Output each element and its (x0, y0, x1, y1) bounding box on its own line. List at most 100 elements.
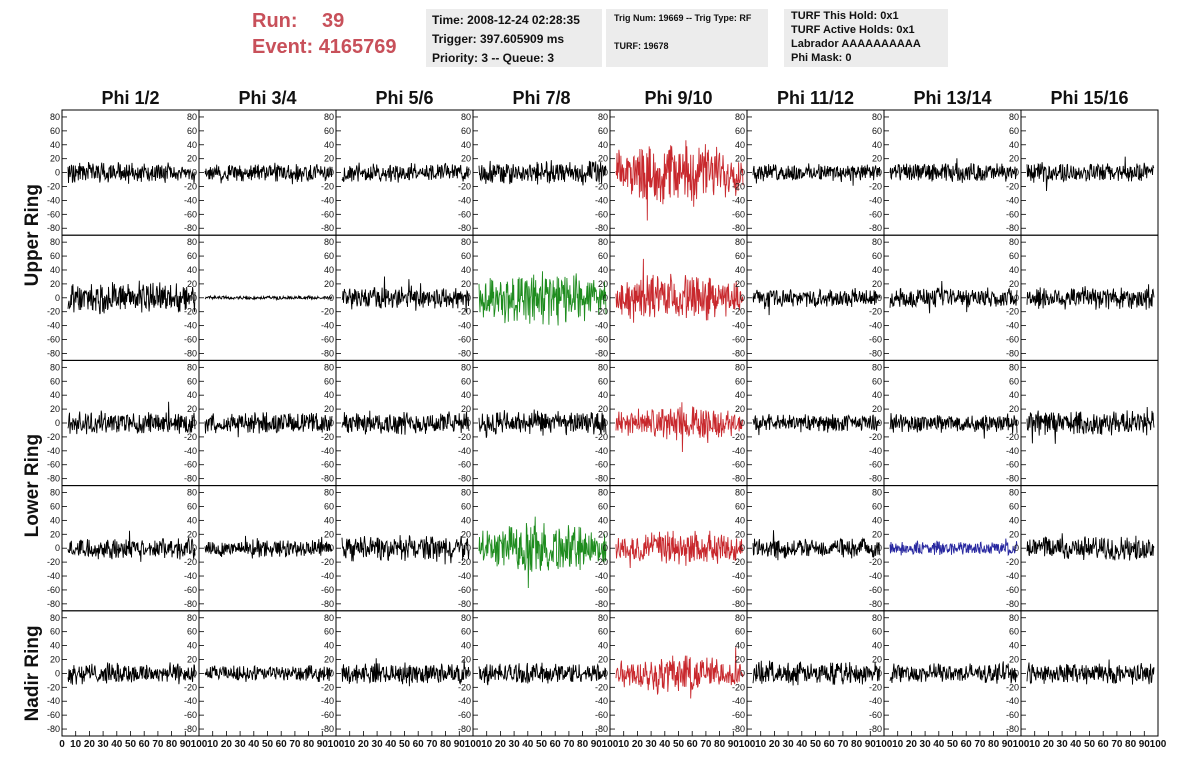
y-tick-label: -20 (869, 307, 882, 317)
y-tick-label: -40 (1006, 696, 1019, 706)
x-tick-label: 50 (536, 739, 548, 750)
waveform-trace (204, 412, 333, 438)
y-tick-label: 60 (324, 627, 334, 637)
y-tick-label: -20 (1006, 432, 1019, 442)
y-tick-label: 40 (735, 390, 745, 400)
y-tick-label: -60 (595, 460, 608, 470)
y-tick-label: -60 (321, 710, 334, 720)
y-tick-label: 20 (1009, 654, 1019, 664)
run-event-box: Run: 39 Event: 4165769 (252, 8, 397, 60)
y-tick-label: -40 (184, 321, 197, 331)
y-tick-label: 0 (55, 668, 60, 678)
y-tick-label: 80 (461, 237, 471, 247)
y-tick-label: -80 (732, 474, 745, 484)
turf-info-box: TURF This Hold: 0x1 TURF Active Holds: 0… (784, 9, 948, 67)
y-tick-label: 40 (324, 515, 334, 525)
x-tick-label: 70 (837, 739, 849, 750)
y-tick-label: 80 (50, 112, 60, 122)
y-tick-label: -60 (47, 335, 60, 345)
y-tick-label: -80 (458, 724, 471, 734)
y-tick-label: 60 (735, 501, 745, 511)
y-tick-label: -20 (869, 432, 882, 442)
y-tick-label: 0 (466, 293, 471, 303)
y-tick-label: 40 (598, 140, 608, 150)
y-tick-label: -20 (458, 682, 471, 692)
y-tick-label: 80 (461, 613, 471, 623)
y-tick-label: -80 (595, 348, 608, 358)
x-tick-label: 40 (248, 739, 260, 750)
y-tick-label: 20 (461, 654, 471, 664)
y-tick-label: 0 (603, 668, 608, 678)
x-tick-label: 30 (372, 739, 384, 750)
x-tick-label: 70 (563, 739, 575, 750)
x-tick-label: 30 (646, 739, 658, 750)
y-tick-label: -80 (869, 348, 882, 358)
y-tick-label: -20 (1006, 182, 1019, 192)
y-tick-label: -60 (1006, 335, 1019, 345)
y-tick-label: -80 (1006, 223, 1019, 233)
y-tick-label: 60 (50, 501, 60, 511)
y-tick-label: 0 (1014, 418, 1019, 428)
y-tick-label: -80 (184, 599, 197, 609)
y-tick-label: 40 (872, 390, 882, 400)
waveform-trace (204, 294, 333, 302)
y-tick-label: -60 (1006, 209, 1019, 219)
y-tick-label: -60 (321, 335, 334, 345)
y-tick-label: 60 (461, 501, 471, 511)
waveform-trace (889, 538, 1018, 557)
y-tick-label: -20 (458, 557, 471, 567)
y-tick-label: 80 (872, 112, 882, 122)
y-tick-label: -40 (869, 446, 882, 456)
y-tick-label: 60 (872, 251, 882, 261)
y-tick-label: -20 (47, 432, 60, 442)
y-tick-label: 80 (872, 613, 882, 623)
y-tick-label: -40 (321, 446, 334, 456)
y-tick-label: 20 (872, 279, 882, 289)
y-tick-label: 40 (735, 140, 745, 150)
y-tick-label: 0 (1014, 293, 1019, 303)
x-tick-label: 40 (522, 739, 534, 750)
x-tick-label: 70 (426, 739, 438, 750)
waveform-trace (67, 280, 196, 315)
y-tick-label: 80 (187, 237, 197, 247)
y-tick-label: -80 (321, 724, 334, 734)
y-tick-label: -60 (184, 585, 197, 595)
waveform-trace (615, 402, 744, 453)
y-tick-label: 60 (598, 627, 608, 637)
y-tick-label: -60 (184, 710, 197, 720)
x-tick-label: 60 (961, 739, 973, 750)
waveform-trace (478, 160, 607, 186)
y-tick-label: -20 (47, 682, 60, 692)
waveform-trace (615, 140, 744, 221)
y-tick-label: 0 (329, 293, 334, 303)
y-tick-label: 0 (466, 543, 471, 553)
y-tick-label: 40 (598, 641, 608, 651)
y-tick-label: -60 (47, 460, 60, 470)
y-tick-label: 20 (50, 529, 60, 539)
y-tick-label: -60 (1006, 710, 1019, 720)
waveform-trace (1026, 284, 1155, 310)
y-tick-label: -60 (595, 335, 608, 345)
y-tick-label: 80 (1009, 362, 1019, 372)
y-tick-label: 20 (735, 654, 745, 664)
y-tick-label: 40 (50, 390, 60, 400)
waveform-trace (67, 530, 196, 562)
y-tick-label: -40 (595, 571, 608, 581)
x-tick-label: 40 (796, 739, 808, 750)
time-info-box: Time: 2008-12-24 02:28:35 Trigger: 397.6… (426, 9, 602, 67)
y-tick-label: 60 (1009, 501, 1019, 511)
y-tick-label: -80 (321, 348, 334, 358)
waveform-trace (752, 413, 881, 436)
y-tick-label: -80 (458, 474, 471, 484)
x-tick-label: 60 (1098, 739, 1110, 750)
y-tick-label: 20 (461, 529, 471, 539)
waveform-trace (204, 664, 333, 682)
y-tick-label: 0 (603, 293, 608, 303)
x-tick-label: 40 (933, 739, 945, 750)
x-tick-label: 30 (98, 739, 110, 750)
y-tick-label: 80 (324, 237, 334, 247)
y-tick-label: 60 (598, 126, 608, 136)
y-tick-label: 0 (740, 668, 745, 678)
y-tick-label: 80 (187, 613, 197, 623)
